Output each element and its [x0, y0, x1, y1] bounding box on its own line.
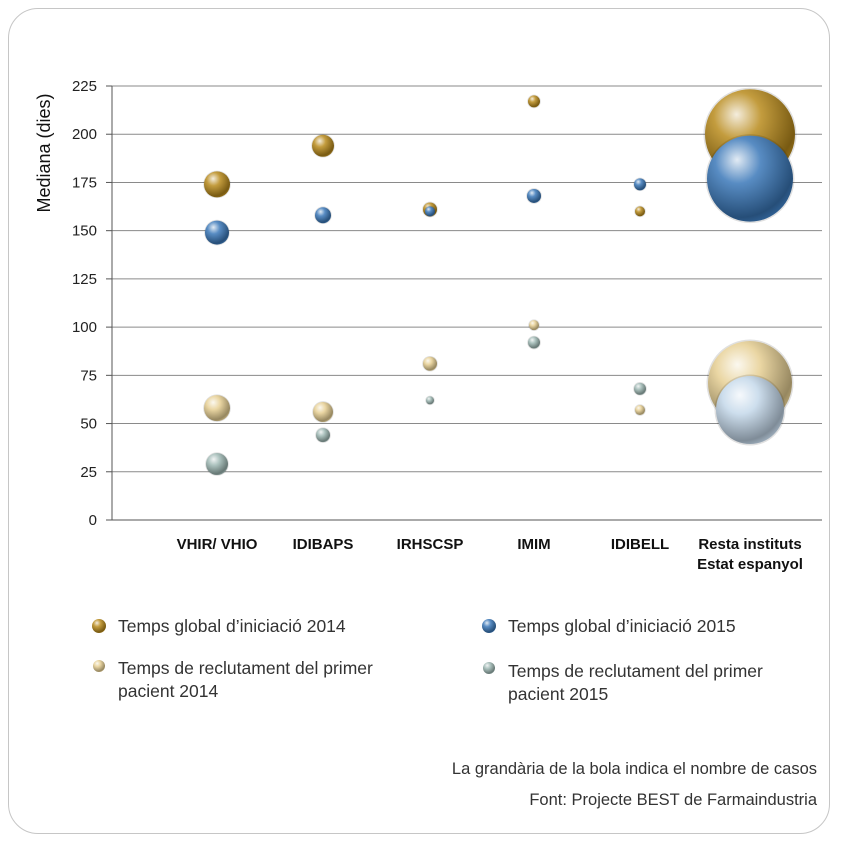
- bubble-point: [425, 206, 435, 217]
- bubble-recruit-2015: [205, 452, 229, 476]
- bubble-global-2015: [204, 219, 230, 246]
- bubble-recruit-2015: [527, 335, 541, 350]
- y-tick-label: 75: [80, 367, 97, 384]
- x-tick-label: IMIM: [517, 536, 550, 553]
- bubble-global-2015: [633, 177, 647, 192]
- bubble-point: [635, 405, 645, 416]
- bubble-point: [707, 135, 793, 222]
- bubble-global-2015: [526, 188, 542, 204]
- x-tick-labels: VHIR/ VHIO IDIBAPS IRHSCSP IMIM IDIBELL Resta…: [177, 536, 803, 573]
- y-tick-labels: 0 25 50 75 100 125 150 175 200 225: [72, 78, 97, 529]
- bubble-recruit-2014: [528, 319, 540, 331]
- bubble-recruit-2014: [203, 394, 231, 422]
- y-tick-label: 100: [72, 319, 97, 336]
- bubble-point: [528, 336, 540, 349]
- y-tick-label: 50: [80, 416, 97, 433]
- bubble-recruit-2014: [634, 404, 646, 416]
- bubble-recruit-2015: [315, 427, 331, 443]
- bubble-global-2015: [424, 205, 436, 218]
- x-tick-label: IDIBAPS: [293, 536, 354, 553]
- bubbles: [203, 87, 797, 476]
- bubble-point: [205, 220, 229, 245]
- size-note: La grandària de la bola indica el nombre…: [451, 760, 817, 778]
- axes: [111, 86, 822, 521]
- bubble-point: [313, 401, 333, 422]
- bubble-point: [528, 95, 540, 108]
- y-tick-label: 225: [72, 78, 97, 95]
- bubble-point: [206, 453, 228, 476]
- bubble-recruit-2014: [422, 355, 438, 372]
- bubble-global-2014: [311, 133, 335, 158]
- source-note: Font: Projecte BEST de Farmaindustria: [529, 791, 817, 809]
- bubble-point: [634, 382, 646, 395]
- bubble-global-2015: [314, 206, 332, 225]
- x-tick-label: IRHSCSP: [397, 536, 464, 553]
- bubble-global-2015: [705, 134, 795, 224]
- y-tick-label: 150: [72, 223, 97, 240]
- bubble-point: [716, 376, 784, 445]
- y-axis-label: Mediana (dies): [34, 93, 54, 212]
- bubble-global-2014: [634, 205, 646, 218]
- bubble-global-2014: [203, 170, 231, 199]
- bubble-recruit-2015: [714, 374, 786, 446]
- bubble-recruit-2014: [312, 401, 334, 423]
- bubble-point: [312, 134, 334, 157]
- bubble-recruit-2015: [633, 382, 647, 396]
- y-tick-label: 125: [72, 271, 97, 288]
- bubble-point: [204, 395, 230, 422]
- bubble-point: [634, 178, 646, 191]
- y-tick-label: 200: [72, 126, 97, 143]
- bubble-point: [315, 207, 331, 224]
- bubble-global-2014: [527, 94, 541, 109]
- x-tick-label: VHIR/ VHIO: [177, 536, 258, 553]
- bubble-point: [527, 188, 541, 203]
- gridlines: [106, 85, 822, 521]
- y-tick-label: 25: [80, 464, 97, 481]
- x-tick-label: IDIBELL: [611, 536, 669, 553]
- bubble-point: [204, 171, 230, 198]
- x-tick-label: Resta instituts Estat espanyol: [697, 536, 803, 573]
- y-tick-label: 0: [89, 512, 97, 529]
- bubble-point: [423, 356, 437, 371]
- bubble-point: [635, 206, 645, 217]
- bubble-point: [529, 320, 539, 331]
- chart-panel: [8, 8, 830, 834]
- y-tick-label: 175: [72, 174, 97, 191]
- bubble-point: [316, 428, 330, 443]
- bubble-point: [426, 396, 434, 405]
- bubble-recruit-2015: [425, 395, 435, 406]
